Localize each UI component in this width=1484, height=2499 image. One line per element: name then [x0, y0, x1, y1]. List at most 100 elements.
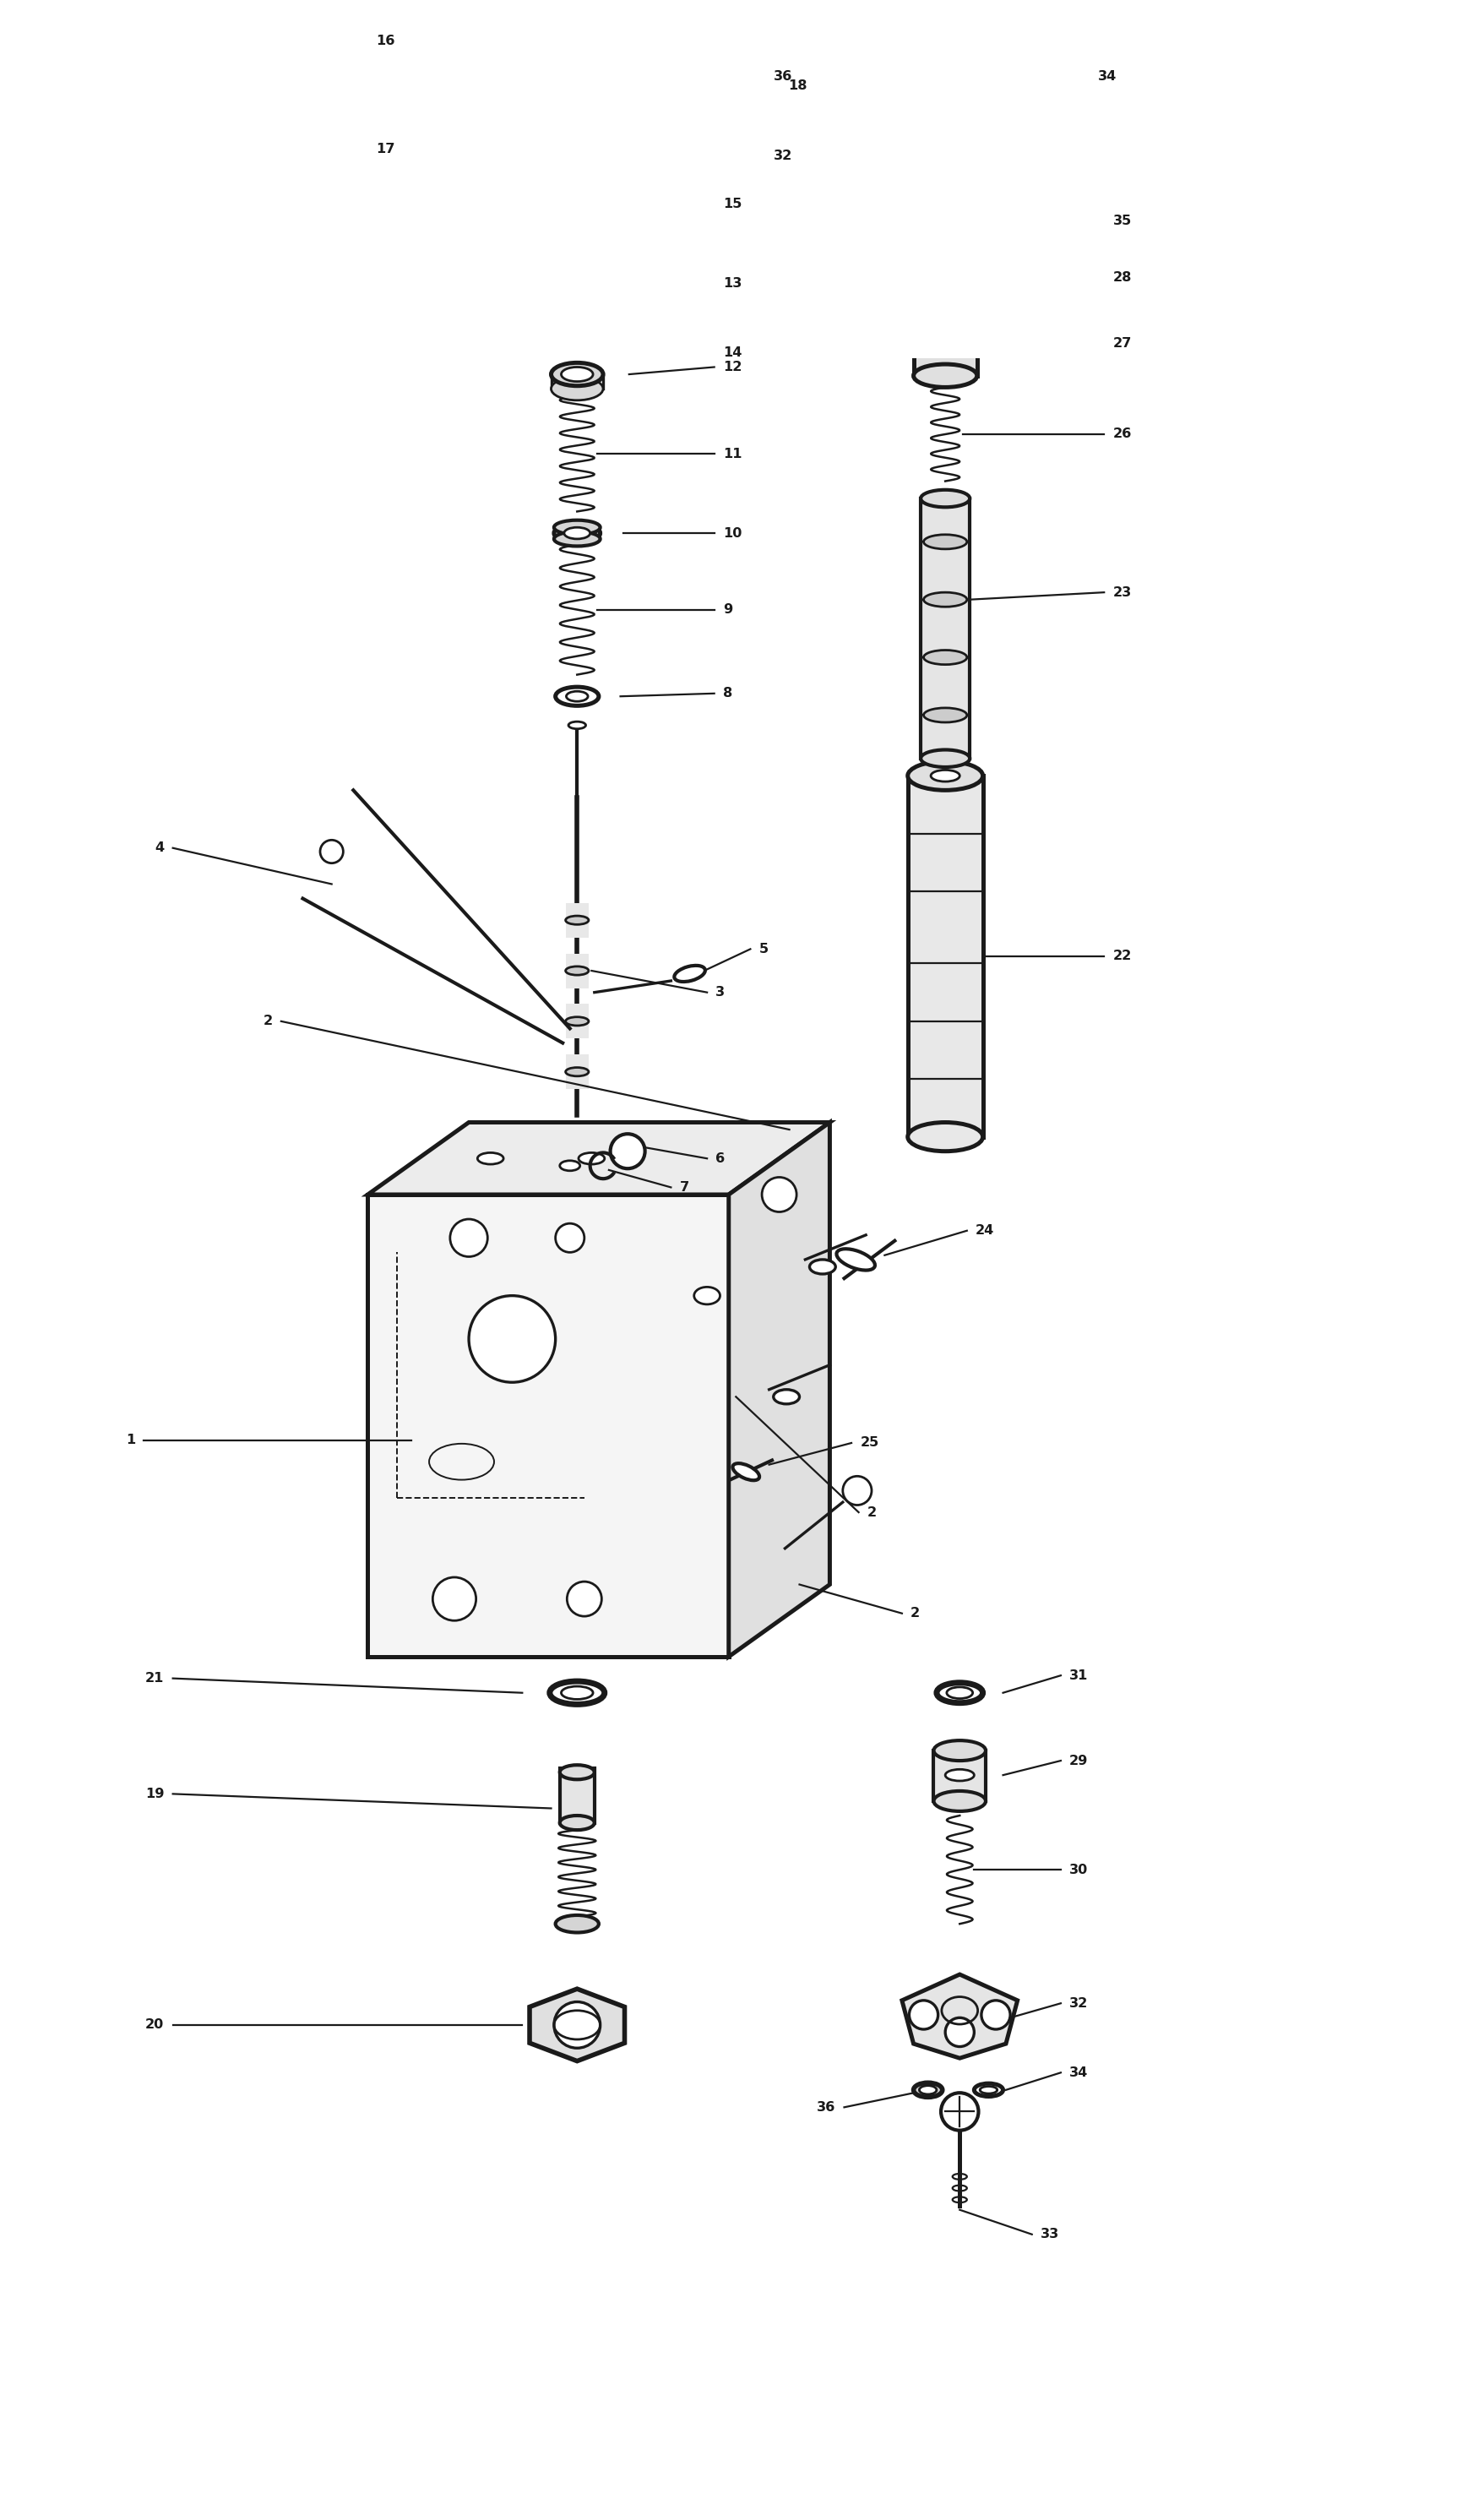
Circle shape [945, 2017, 974, 2047]
Ellipse shape [554, 532, 600, 547]
Ellipse shape [965, 97, 982, 107]
Text: 6: 6 [715, 1152, 724, 1165]
Text: 26: 26 [1112, 427, 1131, 440]
Text: 34: 34 [1068, 2067, 1088, 2079]
Ellipse shape [693, 1287, 720, 1304]
Ellipse shape [551, 362, 603, 385]
Ellipse shape [554, 522, 600, 542]
Text: 5: 5 [758, 942, 769, 955]
Text: 12: 12 [723, 360, 742, 372]
Text: 33: 33 [1040, 2229, 1058, 2242]
Ellipse shape [559, 1817, 594, 1829]
Ellipse shape [923, 592, 966, 607]
Text: 19: 19 [145, 1787, 165, 1799]
Circle shape [554, 2002, 600, 2049]
Ellipse shape [920, 750, 969, 767]
Ellipse shape [549, 1682, 604, 1704]
Ellipse shape [923, 535, 966, 550]
Text: 30: 30 [1068, 1864, 1088, 1877]
Ellipse shape [893, 95, 925, 110]
Ellipse shape [920, 490, 969, 507]
Circle shape [987, 0, 1024, 35]
Ellipse shape [554, 520, 600, 535]
Ellipse shape [551, 377, 603, 400]
Text: 35: 35 [1112, 215, 1131, 227]
Polygon shape [368, 1195, 729, 1657]
Bar [565, 955, 588, 987]
Ellipse shape [979, 2087, 997, 2094]
Text: 29: 29 [1068, 1754, 1088, 1767]
Ellipse shape [835, 1250, 874, 1269]
Circle shape [450, 1220, 487, 1257]
Polygon shape [530, 1989, 625, 2062]
Ellipse shape [907, 1122, 982, 1152]
Text: 2: 2 [867, 1507, 876, 1519]
Ellipse shape [554, 282, 600, 302]
Ellipse shape [913, 365, 976, 387]
Circle shape [610, 1135, 644, 1170]
Ellipse shape [947, 1687, 972, 1699]
Text: 4: 4 [154, 842, 165, 855]
Text: 11: 11 [723, 447, 742, 460]
Bar [565, 1005, 588, 1040]
Ellipse shape [568, 722, 585, 730]
Ellipse shape [933, 1792, 985, 1812]
Circle shape [567, 1582, 601, 1617]
Text: 16: 16 [375, 35, 395, 47]
Text: 2: 2 [263, 1015, 272, 1027]
Text: 10: 10 [723, 527, 742, 540]
Bar [554, 527, 600, 540]
Circle shape [680, 100, 720, 140]
Ellipse shape [936, 1682, 982, 1702]
Text: 36: 36 [816, 2102, 835, 2114]
Polygon shape [368, 1122, 830, 1195]
Circle shape [981, 1999, 1009, 2029]
Ellipse shape [565, 1017, 588, 1025]
Ellipse shape [919, 2087, 936, 2094]
Ellipse shape [554, 295, 600, 312]
Ellipse shape [555, 687, 598, 705]
Circle shape [968, 145, 997, 175]
Text: 18: 18 [788, 80, 806, 92]
Polygon shape [884, 120, 1005, 205]
Circle shape [497, 207, 534, 245]
Text: 28: 28 [1112, 272, 1131, 285]
Text: 17: 17 [375, 142, 395, 155]
Text: 7: 7 [680, 1182, 689, 1195]
Ellipse shape [561, 1687, 592, 1699]
Circle shape [479, 122, 516, 160]
Circle shape [555, 1225, 585, 1252]
Circle shape [893, 145, 922, 175]
Text: 21: 21 [145, 1672, 165, 1684]
Text: 32: 32 [773, 150, 792, 162]
Ellipse shape [930, 770, 959, 782]
Circle shape [321, 840, 343, 862]
Text: 24: 24 [975, 1225, 994, 1237]
Ellipse shape [478, 1152, 503, 1165]
Text: 31: 31 [1068, 1669, 1088, 1682]
Ellipse shape [579, 1152, 604, 1165]
Text: 27: 27 [1112, 337, 1131, 350]
Text: 3: 3 [715, 987, 724, 1000]
Ellipse shape [926, 282, 963, 297]
Text: 1: 1 [126, 1434, 135, 1447]
Circle shape [487, 132, 508, 152]
Bar [565, 1055, 588, 1090]
Circle shape [604, 207, 641, 245]
Ellipse shape [899, 97, 919, 107]
Ellipse shape [928, 337, 962, 350]
Text: 20: 20 [145, 2019, 165, 2032]
Circle shape [478, 52, 518, 92]
Circle shape [843, 1477, 871, 1504]
Ellipse shape [773, 1389, 798, 1404]
Circle shape [761, 1177, 795, 1212]
Polygon shape [729, 1122, 830, 1657]
Ellipse shape [674, 965, 705, 982]
Ellipse shape [546, 325, 607, 352]
Ellipse shape [559, 1160, 580, 1170]
Bar [559, 1767, 594, 1822]
Bar [933, 1752, 985, 1802]
Text: 13: 13 [723, 277, 742, 290]
Ellipse shape [564, 527, 589, 540]
Text: 22: 22 [1112, 950, 1131, 962]
